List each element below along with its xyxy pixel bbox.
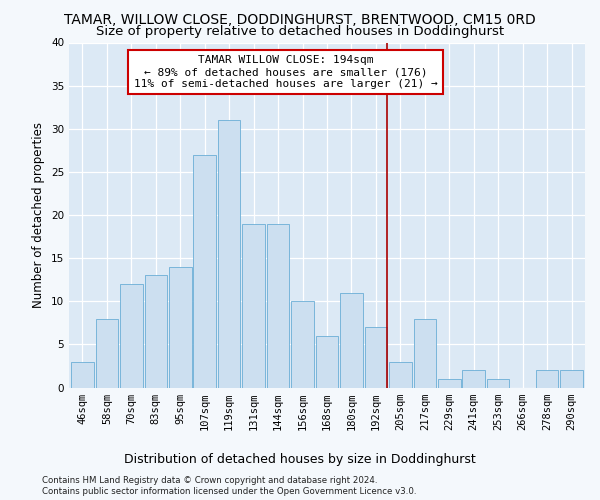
Text: Contains public sector information licensed under the Open Government Licence v3: Contains public sector information licen… bbox=[42, 487, 416, 496]
Bar bbox=[438, 379, 461, 388]
Text: TAMAR, WILLOW CLOSE, DODDINGHURST, BRENTWOOD, CM15 0RD: TAMAR, WILLOW CLOSE, DODDINGHURST, BRENT… bbox=[64, 12, 536, 26]
Bar bbox=[365, 327, 387, 388]
Text: Contains HM Land Registry data © Crown copyright and database right 2024.: Contains HM Land Registry data © Crown c… bbox=[42, 476, 377, 485]
Bar bbox=[71, 362, 94, 388]
Bar bbox=[340, 292, 363, 388]
Bar bbox=[218, 120, 241, 388]
Y-axis label: Number of detached properties: Number of detached properties bbox=[32, 122, 46, 308]
Bar bbox=[389, 362, 412, 388]
Bar bbox=[193, 154, 216, 388]
Bar bbox=[316, 336, 338, 388]
Bar bbox=[169, 267, 191, 388]
Bar bbox=[463, 370, 485, 388]
Bar bbox=[242, 224, 265, 388]
Bar bbox=[120, 284, 143, 388]
Bar bbox=[145, 276, 167, 388]
Bar bbox=[413, 318, 436, 388]
Bar bbox=[560, 370, 583, 388]
Text: Distribution of detached houses by size in Doddinghurst: Distribution of detached houses by size … bbox=[124, 452, 476, 466]
Text: TAMAR WILLOW CLOSE: 194sqm
← 89% of detached houses are smaller (176)
11% of sem: TAMAR WILLOW CLOSE: 194sqm ← 89% of deta… bbox=[134, 56, 437, 88]
Bar bbox=[291, 301, 314, 388]
Bar bbox=[536, 370, 559, 388]
Bar bbox=[487, 379, 509, 388]
Bar bbox=[267, 224, 289, 388]
Bar bbox=[95, 318, 118, 388]
Text: Size of property relative to detached houses in Doddinghurst: Size of property relative to detached ho… bbox=[96, 25, 504, 38]
